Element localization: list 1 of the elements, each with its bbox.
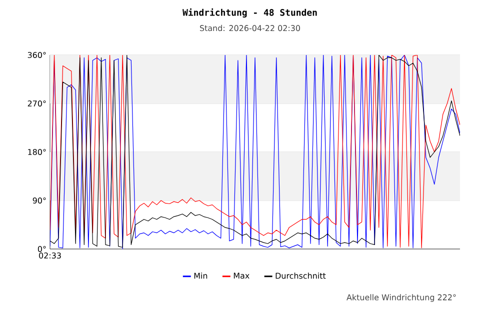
chart-title: Windrichtung - 48 Stunden: [182, 8, 317, 18]
